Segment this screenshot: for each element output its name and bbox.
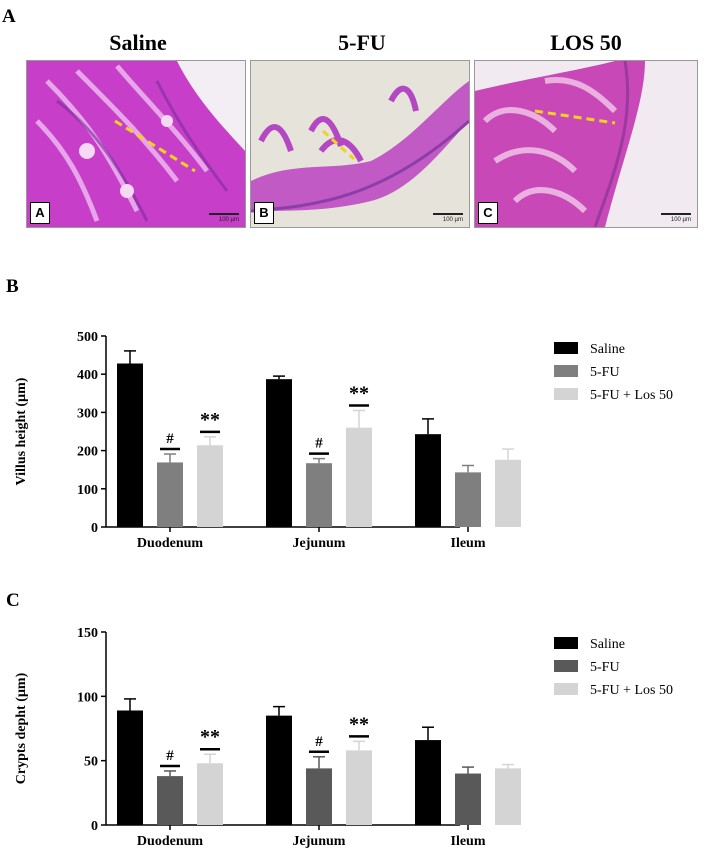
legend-swatch xyxy=(554,388,578,400)
micrograph-saline: A 100 µm xyxy=(26,60,246,228)
micrograph-saline-scale: 100 µm xyxy=(218,217,239,223)
y-tick-label: 150 xyxy=(77,626,98,641)
legend-swatch xyxy=(554,365,578,377)
bar xyxy=(197,445,223,527)
legend-swatch xyxy=(554,637,578,649)
panel-b-letter: B xyxy=(6,276,19,297)
bar xyxy=(117,710,143,825)
legend-label: 5-FU + Los 50 xyxy=(590,388,673,403)
legend-label: 5-FU xyxy=(590,365,620,380)
bar xyxy=(346,750,372,825)
crypts-depth-chart: 0 50 100 150 Crypts depht (µm) Duodenum # ** Jej… xyxy=(14,626,673,849)
x-category-label: Duodenum xyxy=(137,536,203,551)
legend-swatch xyxy=(554,683,578,695)
micrograph-5fu-label: B xyxy=(254,202,274,224)
bar xyxy=(266,715,292,825)
x-category-label: Ileum xyxy=(451,536,486,551)
y-tick-label: 0 xyxy=(91,819,98,834)
y-tick-label: 100 xyxy=(77,690,98,705)
x-category-label: Ileum xyxy=(451,834,486,849)
bar xyxy=(415,740,441,825)
bar xyxy=(197,763,223,825)
panel-a-letter: A xyxy=(2,6,16,27)
bar xyxy=(117,363,143,527)
scale-bar-icon xyxy=(209,213,239,215)
bar xyxy=(455,472,481,527)
micrograph-title-5fu: 5-FU xyxy=(338,30,386,55)
micrograph-5fu-scale: 100 µm xyxy=(442,217,463,223)
micrograph-los50-image xyxy=(475,61,697,227)
significance-stars: ** xyxy=(200,409,220,431)
micrograph-los50-scale: 100 µm xyxy=(670,217,691,223)
significance-hash: # xyxy=(166,431,174,447)
villus-height-chart: 0 100 200 300 400 500 Villus height (µm) Duoden… xyxy=(14,330,673,551)
bar xyxy=(346,427,372,527)
legend-swatch xyxy=(554,660,578,672)
bar xyxy=(306,768,332,825)
significance-stars: ** xyxy=(349,713,369,735)
scale-bar-icon xyxy=(433,213,463,215)
significance-hash: # xyxy=(315,436,323,452)
x-category-label: Jejunum xyxy=(293,536,346,551)
scale-bar-icon xyxy=(661,213,691,215)
y-axis-label: Villus height (µm) xyxy=(14,377,29,485)
y-tick-label: 0 xyxy=(91,521,98,536)
micrograph-saline-image xyxy=(27,61,245,227)
bar xyxy=(306,463,332,527)
micrograph-title-saline: Saline xyxy=(109,30,167,55)
y-tick-label: 300 xyxy=(77,406,98,421)
x-category-label: Jejunum xyxy=(293,834,346,849)
legend-swatch xyxy=(554,342,578,354)
micrograph-saline-label: A xyxy=(30,202,50,224)
legend-label: Saline xyxy=(590,637,625,652)
significance-hash: # xyxy=(315,734,323,750)
micrograph-los50: C 100 µm xyxy=(474,60,698,228)
bar xyxy=(495,768,521,825)
x-category-label: Duodenum xyxy=(137,834,203,849)
legend-label: Saline xyxy=(590,342,625,357)
bar xyxy=(415,434,441,527)
y-tick-label: 50 xyxy=(84,755,98,770)
significance-stars: ** xyxy=(200,726,220,748)
bar xyxy=(157,462,183,527)
micrograph-title-los50: LOS 50 xyxy=(550,30,622,55)
y-tick-label: 400 xyxy=(77,368,98,383)
legend-label: 5-FU + Los 50 xyxy=(590,683,673,698)
bar xyxy=(495,459,521,527)
y-tick-label: 500 xyxy=(77,330,98,345)
significance-stars: ** xyxy=(349,382,369,404)
bar xyxy=(266,379,292,527)
bar xyxy=(157,776,183,825)
y-axis-label: Crypts depht (µm) xyxy=(14,672,29,784)
micrograph-5fu: B 100 µm xyxy=(250,60,470,228)
y-tick-label: 100 xyxy=(77,483,98,498)
micrograph-los50-label: C xyxy=(478,202,498,224)
panel-c-letter: C xyxy=(6,590,20,611)
micrograph-5fu-image xyxy=(251,61,469,227)
significance-hash: # xyxy=(166,748,174,764)
y-tick-label: 200 xyxy=(77,445,98,460)
legend-label: 5-FU xyxy=(590,660,620,675)
bar xyxy=(455,773,481,825)
